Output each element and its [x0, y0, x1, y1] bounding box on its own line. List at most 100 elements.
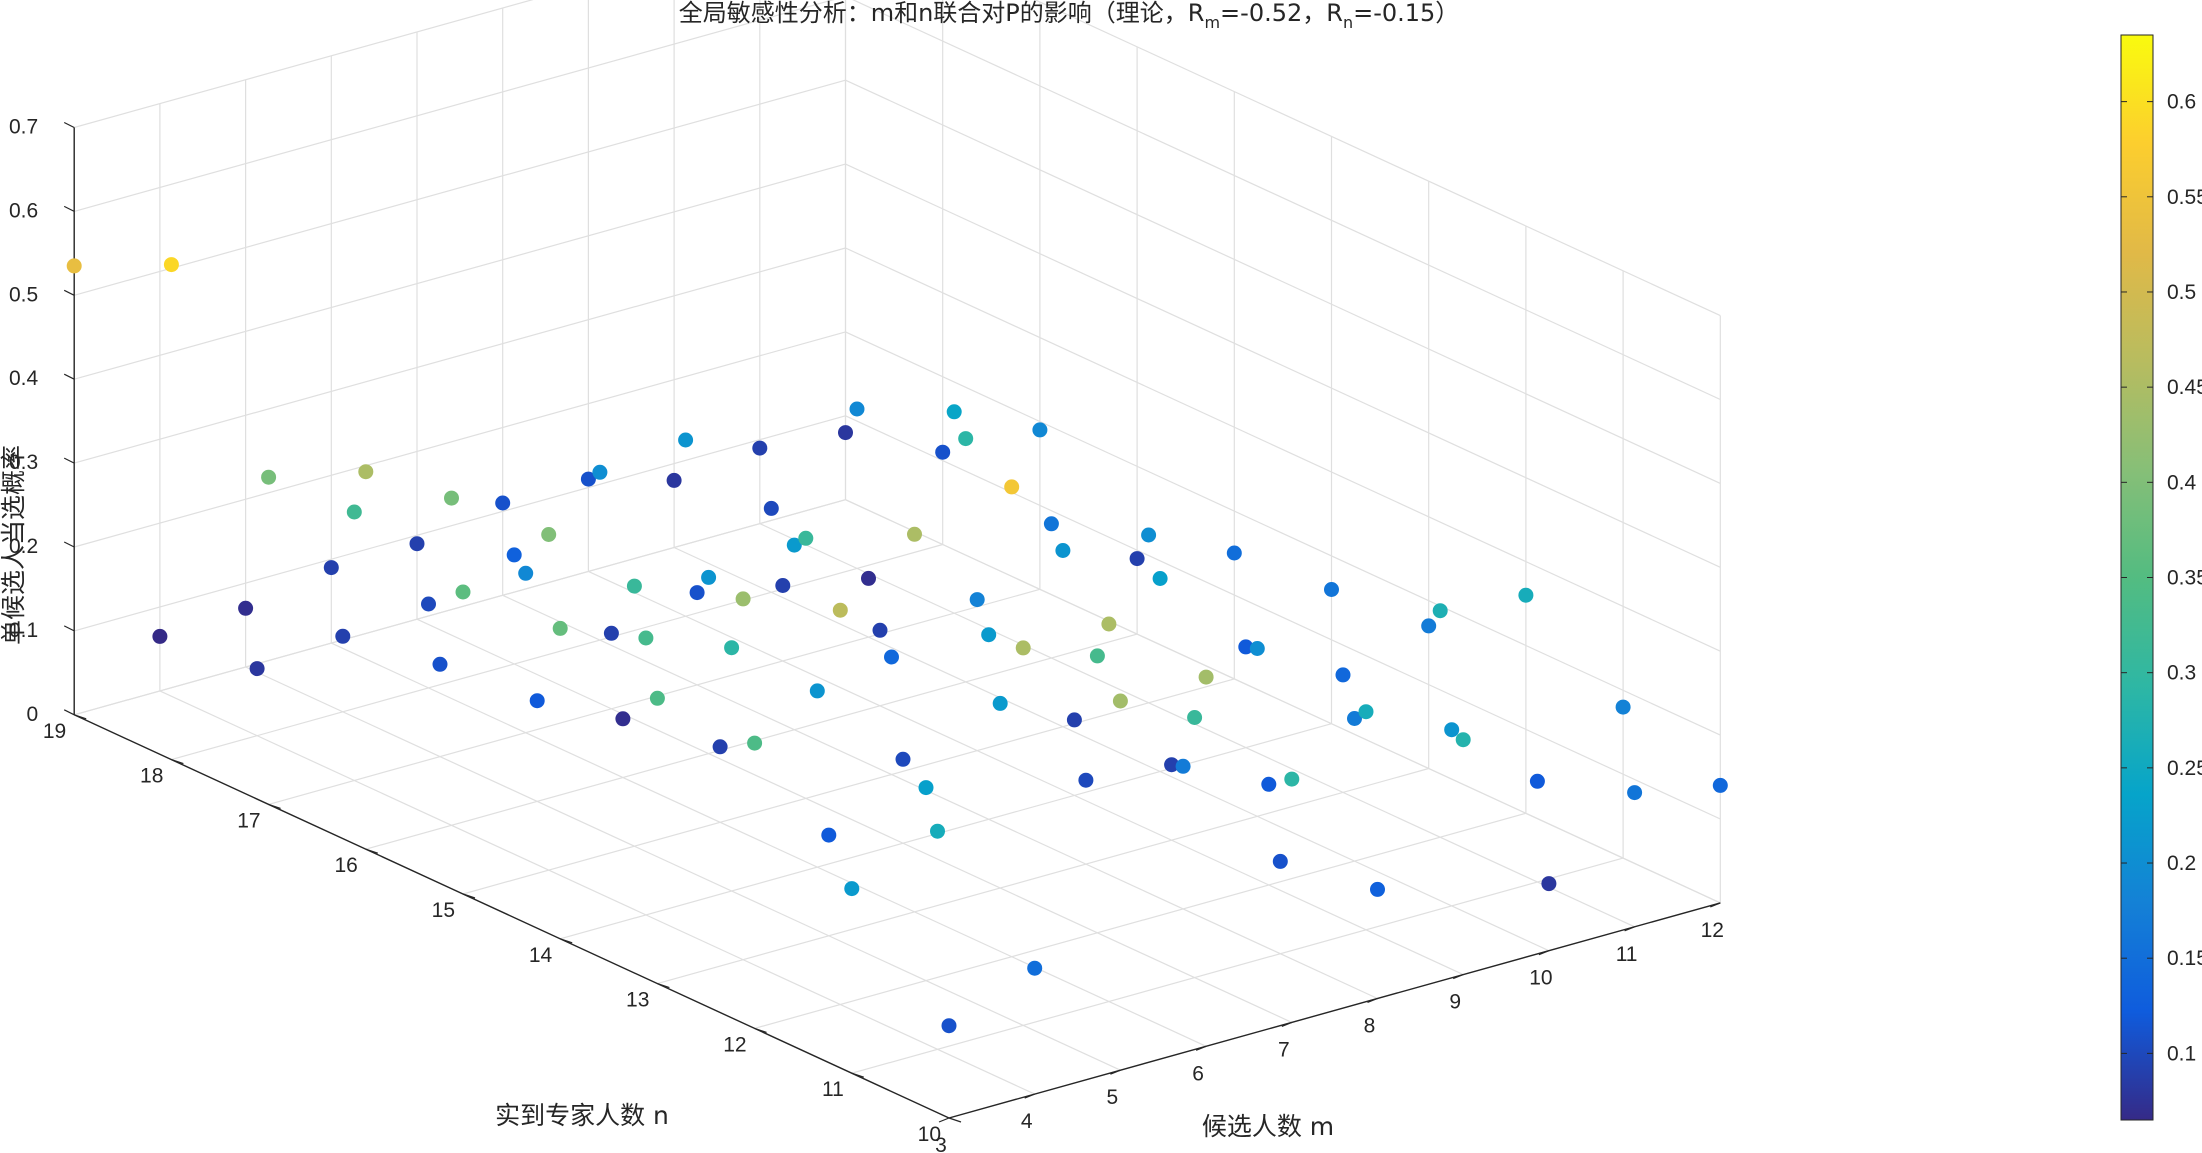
floor-gridline-n: [560, 723, 1332, 940]
side-wall-gridline-z: [845, 79, 1721, 484]
data-point: [752, 440, 768, 456]
floor-gridline-n: [851, 857, 1624, 1074]
data-point: [1541, 876, 1557, 892]
y-tick-label: 16: [334, 854, 357, 877]
data-point: [495, 495, 511, 511]
data-point: [249, 661, 265, 677]
z-tick-mark: [63, 373, 75, 380]
side-wall-gridline-z: [845, 331, 1721, 736]
data-point: [358, 464, 374, 480]
data-point: [1518, 587, 1534, 603]
colorbar-tick-label: 0.25: [2167, 757, 2202, 780]
y-tick-mark: [754, 1027, 767, 1033]
data-point: [724, 640, 740, 656]
data-point: [895, 751, 911, 767]
y-tick-label: 14: [529, 944, 553, 967]
y-tick-mark: [462, 893, 476, 899]
scatter-points: [66, 257, 1728, 1034]
data-point: [981, 627, 997, 643]
side-wall-gridline-z: [845, 163, 1721, 568]
data-point: [163, 257, 179, 273]
x-tick-label: 6: [1192, 1062, 1204, 1085]
data-point: [1347, 711, 1362, 726]
side-wall-gridline-z: [845, 415, 1721, 820]
data-point: [529, 693, 545, 709]
data-point: [809, 683, 825, 699]
data-point: [1238, 639, 1254, 655]
floor-gridline-m: [502, 594, 1378, 1000]
x-tick-mark: [1110, 1069, 1121, 1075]
floor-gridline-n: [657, 767, 1429, 985]
data-point: [1152, 571, 1168, 586]
data-point: [421, 596, 436, 612]
floor-gridline-m: [673, 546, 1550, 952]
back-wall-gridline-z: [74, 499, 846, 716]
data-point: [1198, 669, 1214, 685]
x-tick-mark: [1538, 950, 1550, 956]
data-point: [335, 628, 351, 644]
z-tick-mark: [63, 709, 75, 716]
data-point: [775, 578, 791, 593]
side-wall-gridline-z: [1034, 0, 1721, 317]
data-point: [518, 565, 534, 581]
data-point: [1421, 618, 1437, 634]
data-point: [261, 469, 277, 485]
data-point: [1027, 960, 1043, 976]
data-point: [1335, 667, 1351, 683]
x-tick-mark: [938, 1117, 950, 1123]
z-tick-label: 0.5: [9, 283, 38, 306]
data-point: [798, 530, 814, 546]
axis-text-layer: 全局敏感性分析：m和n联合对P的影响（理论，Rm=-0.52，Rn=-0.15）…: [0, 0, 1724, 1153]
z-tick-label: 0.1: [9, 619, 38, 642]
x-tick-label: 12: [1701, 919, 1724, 942]
data-point: [1261, 776, 1277, 792]
data-point: [626, 578, 642, 594]
data-point: [1284, 771, 1300, 787]
data-point: [1358, 704, 1374, 720]
x-tick-label: 9: [1449, 991, 1461, 1014]
x-tick-label: 4: [1021, 1110, 1033, 1133]
data-point: [763, 500, 779, 516]
x-tick-label: 5: [1107, 1086, 1119, 1109]
data-point: [786, 537, 802, 553]
data-point: [1226, 545, 1242, 561]
back-wall-gridline-z: [74, 163, 846, 380]
z-tick-label: 0.2: [9, 535, 38, 558]
colorbar-tick-label: 0.5: [2167, 281, 2196, 304]
y-tick-label: 10: [918, 1123, 941, 1146]
colorbar-tick-label: 0.3: [2167, 662, 2196, 685]
floor-gridline-m: [331, 642, 1207, 1047]
floor-gridline-m: [588, 570, 1464, 976]
colorbar-tick-label: 0.1: [2167, 1042, 2196, 1065]
z-tick-mark: [63, 289, 75, 296]
data-point: [689, 585, 705, 601]
data-point: [1066, 712, 1082, 728]
data-point: [701, 569, 717, 585]
floor-gridline-m: [416, 618, 1293, 1023]
back-wall-gridline-z: [74, 247, 846, 464]
data-point: [1455, 732, 1471, 748]
data-point: [1712, 777, 1728, 793]
x-tick-label: 7: [1278, 1038, 1290, 1061]
data-point: [1432, 603, 1448, 619]
x-tick-label: 11: [1616, 943, 1638, 966]
data-point: [66, 258, 82, 274]
colorbar: 0.1 0.15 0.2 0.25 0.3 0.35 0.4 0.45 0.5 0.55 0.6: [2120, 34, 2202, 1121]
data-point: [941, 1018, 957, 1034]
back-wall-gridline-z: [74, 331, 846, 548]
data-point: [1015, 640, 1031, 656]
data-point: [615, 711, 631, 727]
z-tick-label: 0.3: [9, 451, 38, 474]
data-point: [1175, 758, 1191, 774]
data-point: [1078, 772, 1094, 788]
chart-title: 全局敏感性分析：m和n联合对P的影响（理论，Rm=-0.52，Rn=-0.15）: [679, 0, 1460, 32]
floor-gridline-n: [754, 812, 1527, 1029]
y-tick-label: 19: [43, 720, 66, 743]
floor-gridline-m: [245, 666, 1121, 1071]
x-axis-label: 候选人数 m: [1202, 1112, 1334, 1141]
colorbar-ticks: 0.1 0.15 0.2 0.25 0.3 0.35 0.4 0.45 0.5 0.55 0.6: [2121, 91, 2202, 1065]
data-point: [666, 472, 682, 488]
data-point: [1272, 853, 1288, 869]
x-axis-line: [948, 902, 1721, 1119]
